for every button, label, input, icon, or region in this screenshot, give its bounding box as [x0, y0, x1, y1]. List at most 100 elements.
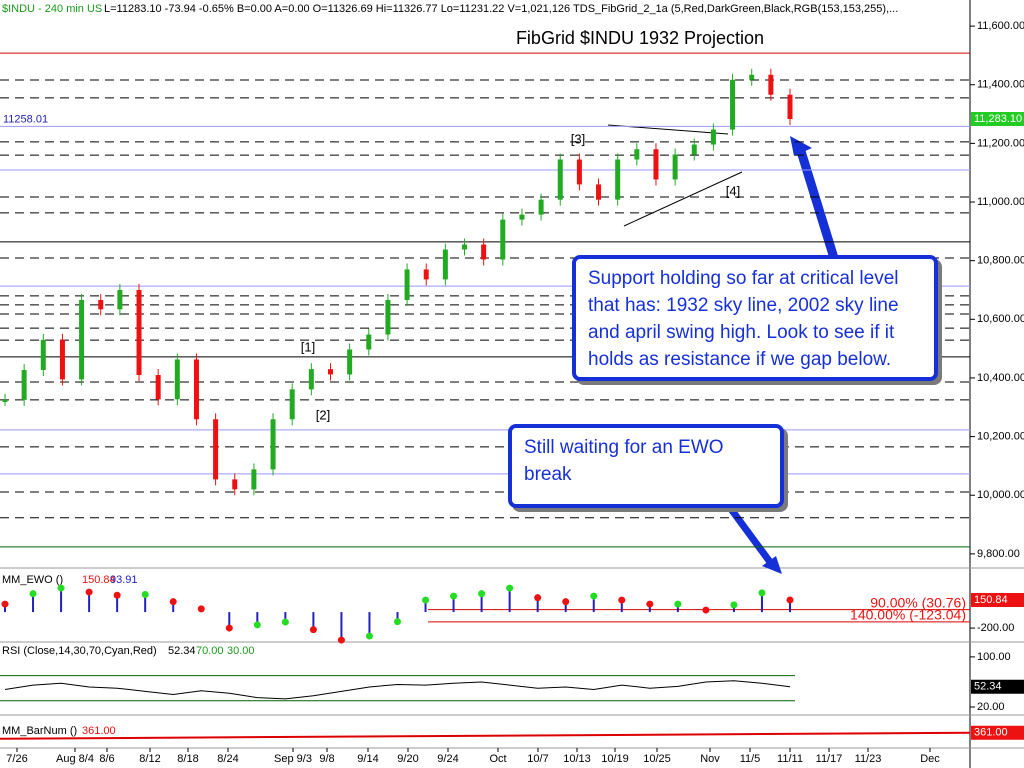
price-box	[971, 112, 1024, 127]
rsi-ob: 70.00	[196, 645, 224, 657]
arrows	[725, 136, 839, 574]
x-tick-label: 9/8	[319, 753, 334, 765]
candle	[519, 214, 525, 220]
ewo-last: 150.84	[82, 574, 116, 586]
y-tick-label: 10,400.00	[977, 372, 1024, 384]
rsi-name: RSI (Close,14,30,70,Cyan,Red)	[2, 645, 157, 657]
ewo-dot	[562, 598, 570, 606]
ewo-level-label: 90.00% (30.76)	[870, 594, 966, 610]
candle	[768, 74, 774, 95]
trend-line	[623, 171, 743, 227]
candle	[576, 159, 582, 185]
x-tick-label: Sep 9/3	[274, 753, 312, 765]
candle	[557, 159, 563, 200]
candle	[442, 249, 448, 280]
candle	[538, 199, 544, 215]
candle	[2, 399, 8, 402]
candle	[423, 269, 429, 280]
ewo-dot	[57, 584, 65, 592]
rsi-os: 30.00	[227, 645, 255, 657]
y-tick-label: -200.00	[977, 622, 1014, 634]
candle	[404, 269, 410, 300]
annotation: [1]	[301, 339, 315, 354]
y-tick-label: 100.00	[977, 651, 1011, 663]
y-tick-label: 10,800.00	[977, 255, 1024, 267]
ewo-dot	[618, 596, 626, 604]
stats: L=11283.10 -73.94 -0.65% B=0.00 A=0.00 O…	[104, 3, 898, 15]
candle	[366, 334, 372, 350]
x-tick-label: 8/12	[139, 753, 160, 765]
ewo-dot	[730, 601, 738, 609]
price-box-label: 52.34	[974, 681, 1002, 693]
x-tick-label: Oct	[489, 753, 506, 765]
y-tick-label: 10,200.00	[977, 430, 1024, 442]
ewo-dot	[646, 600, 654, 608]
ewo-dot	[702, 606, 710, 614]
price-box	[971, 725, 1024, 740]
ewo-dot	[365, 632, 373, 640]
x-tick-label: 8/24	[217, 753, 238, 765]
price-box	[971, 679, 1024, 694]
y-tick-label: 20.00	[977, 701, 1005, 713]
candle	[232, 479, 238, 490]
x-tick-label: 8/6	[99, 753, 114, 765]
ewo-dot	[169, 598, 177, 606]
ewo-level-label: 140.00% (-123.04)	[850, 607, 966, 623]
candle	[193, 359, 199, 420]
annotation: [4]	[726, 183, 740, 198]
candle	[634, 149, 640, 160]
candle	[136, 289, 142, 376]
candle	[21, 370, 27, 400]
candle	[347, 349, 353, 375]
price-box	[971, 593, 1024, 608]
barnum-line	[0, 731, 971, 740]
candle	[653, 149, 659, 180]
x-tick-label: 11/11	[777, 753, 803, 765]
price-box-label: 150.84	[974, 594, 1008, 606]
y-tick-label: 11,400.00	[977, 79, 1024, 91]
x-tick-label: Dec	[920, 753, 940, 765]
y-tick-label: 11,600.00	[977, 20, 1024, 32]
x-tick-label: 10/7	[527, 753, 548, 765]
candle	[615, 159, 621, 200]
candle	[98, 299, 104, 310]
candle	[462, 244, 468, 250]
candle	[481, 244, 487, 260]
candle	[174, 359, 180, 400]
y-tick-label: 9,800.00	[977, 548, 1020, 560]
candle	[672, 154, 678, 180]
price-box-label: 361.00	[974, 727, 1008, 739]
callout: Still waiting for an EWO break	[508, 424, 784, 508]
candle	[251, 469, 257, 490]
candle	[40, 339, 46, 371]
ewo-dot	[29, 590, 37, 598]
ewo-dot	[309, 626, 317, 634]
ewo-name: MM_EWO ()	[2, 574, 63, 586]
candle	[59, 339, 65, 380]
ewo-dot	[506, 584, 514, 592]
annotation: [3]	[571, 131, 585, 146]
x-tick-label: 9/24	[437, 753, 458, 765]
candle	[787, 94, 793, 120]
candle	[749, 74, 755, 80]
ewo-dot	[337, 636, 345, 644]
candle	[117, 289, 123, 310]
ewo-dot	[85, 588, 93, 596]
x-tick-label: Aug 8/4	[56, 753, 94, 765]
candle	[730, 79, 736, 130]
rsi-last: 52.34	[168, 645, 196, 657]
x-tick-label: 10/13	[563, 753, 591, 765]
x-tick-label: 7/26	[6, 753, 27, 765]
ewo-dot	[281, 618, 289, 626]
ewo-dot	[141, 590, 149, 598]
ewo-dot	[590, 592, 598, 600]
candle	[596, 184, 602, 200]
candle	[710, 129, 716, 145]
chart-title: FibGrid $INDU 1932 Projection	[516, 28, 764, 48]
rsi-line	[4, 680, 791, 700]
price-box-label: 11,283.10	[974, 113, 1022, 125]
y-tick-label: 11,200.00	[977, 137, 1024, 149]
y-tick-label: 10,000.00	[977, 489, 1024, 501]
